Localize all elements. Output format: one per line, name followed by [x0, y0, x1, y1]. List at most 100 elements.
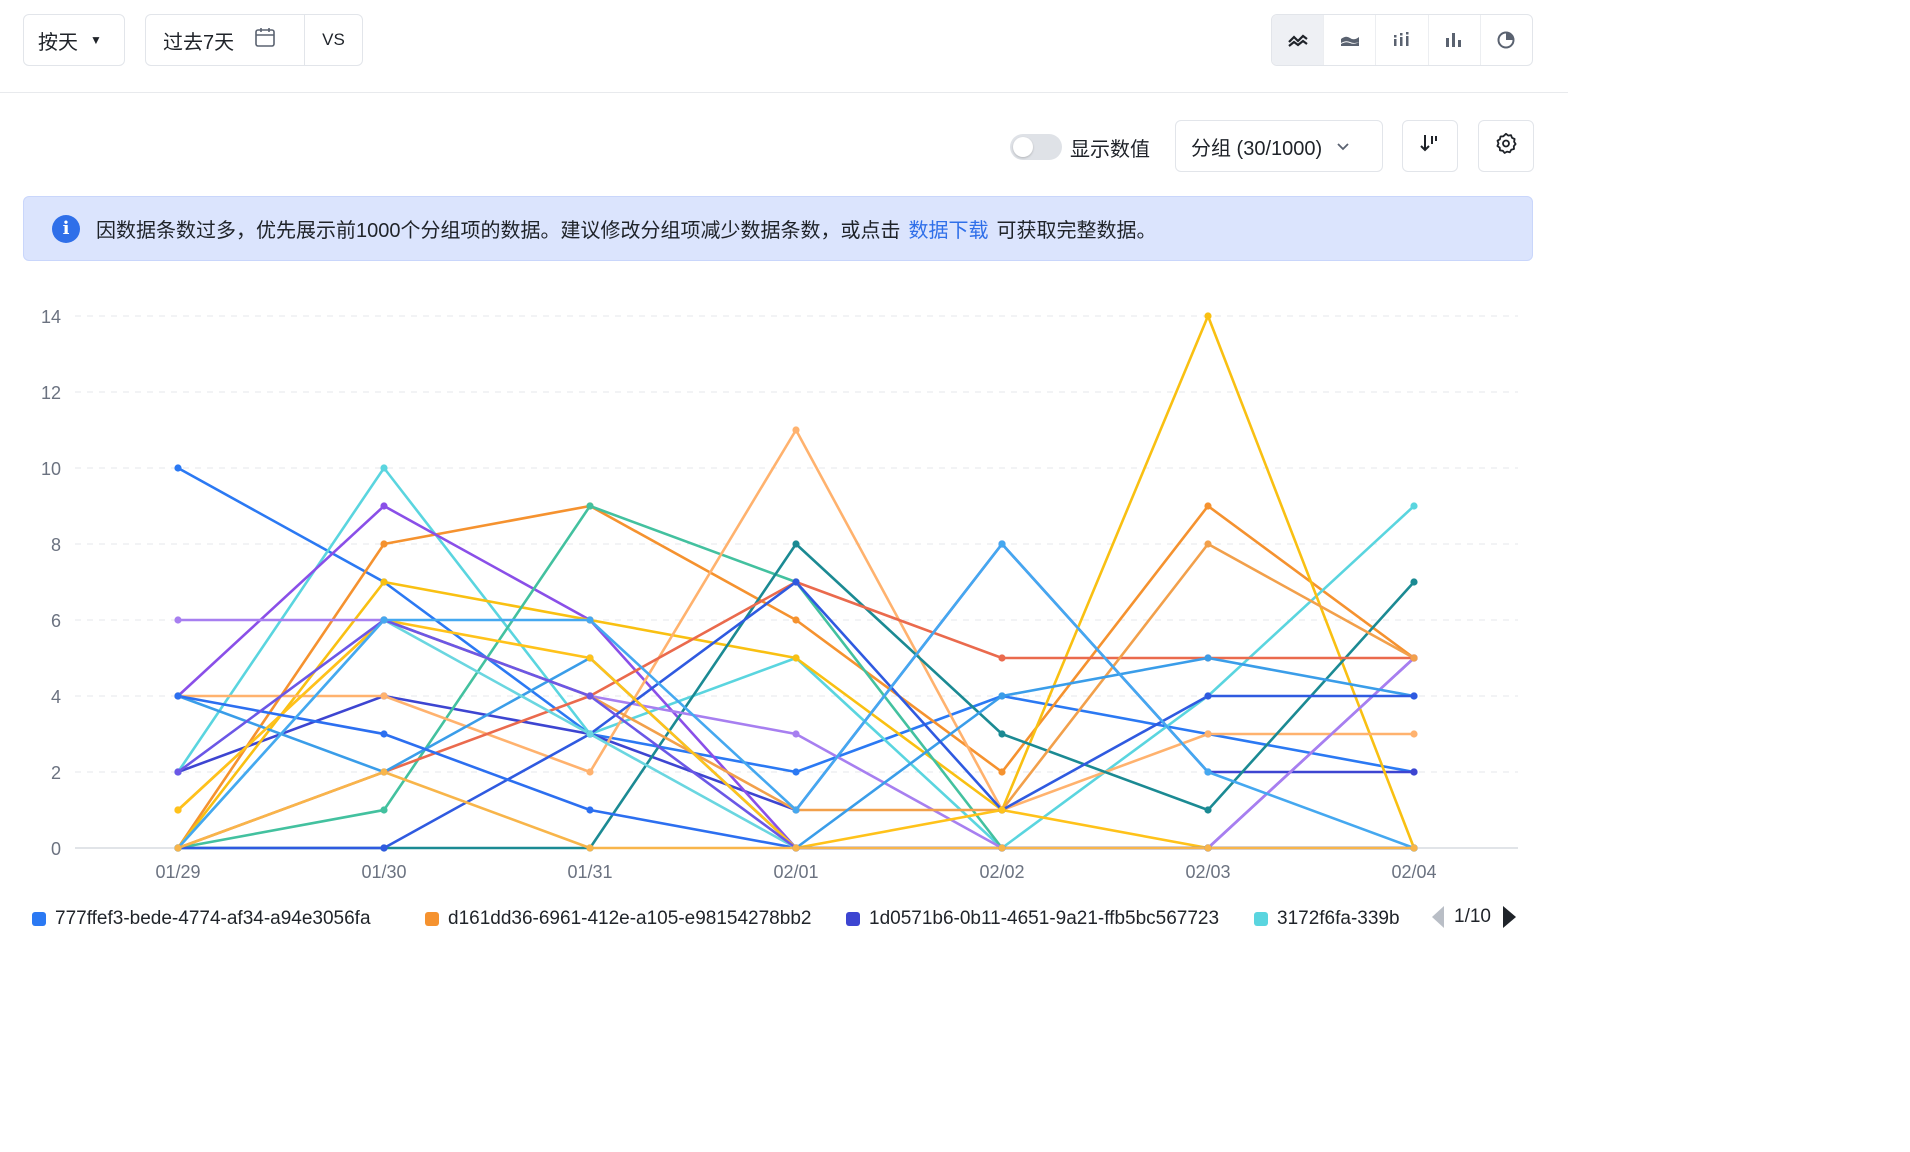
granularity-select[interactable]: 按天 ▼ [23, 14, 125, 66]
sort-button[interactable] [1402, 120, 1458, 172]
data-point [380, 502, 388, 510]
compare-button[interactable]: VS [305, 14, 363, 66]
data-point [586, 692, 594, 700]
sort-icon [1418, 131, 1442, 161]
show-values-control: 显示数值 [1010, 130, 1150, 164]
data-point [380, 540, 388, 548]
group-select-label: 分组 (30/1000) [1191, 137, 1323, 160]
data-point [998, 654, 1006, 662]
bar-chart-icon[interactable] [1429, 15, 1481, 65]
chart-type-switcher [1271, 14, 1533, 66]
top-toolbar: 按天 ▼ 过去7天 VS [0, 0, 1568, 93]
data-point [174, 464, 182, 472]
data-point [1410, 502, 1418, 510]
y-axis: 0 2 4 6 8 10 12 14 [41, 307, 61, 859]
data-point [174, 768, 182, 776]
legend-label: 3172f6fa-339b [1277, 908, 1400, 929]
info-icon: i [52, 214, 80, 243]
legend-label: d161dd36-6961-412e-a105-e98154278bb2 [448, 908, 812, 929]
date-range-label: 过去7天 [163, 31, 235, 54]
data-point [998, 768, 1006, 776]
data-point [998, 806, 1006, 814]
y-tick-label: 6 [51, 611, 61, 631]
data-point [1204, 654, 1212, 662]
legend-item[interactable]: 1d0571b6-0b11-4651-9a21-ffb5bc567723 [846, 908, 1256, 930]
x-tick-label: 01/29 [155, 862, 200, 882]
data-point [586, 502, 594, 510]
data-point [380, 464, 388, 472]
date-range-picker[interactable]: 过去7天 [145, 14, 305, 66]
x-tick-label: 01/31 [567, 862, 612, 882]
data-point [1204, 692, 1212, 700]
legend-pager: 1/10 [1432, 906, 1516, 928]
data-point [380, 844, 388, 852]
y-tick-label: 2 [51, 763, 61, 783]
area-chart-icon[interactable] [1324, 15, 1377, 65]
data-point [998, 692, 1006, 700]
data-point [1204, 844, 1212, 852]
data-point [380, 730, 388, 738]
x-tick-label: 02/04 [1391, 862, 1436, 882]
data-point [174, 616, 182, 624]
data-point [380, 692, 388, 700]
y-tick-label: 10 [41, 459, 61, 479]
legend-item[interactable]: 3172f6fa-339b [1254, 908, 1418, 930]
data-point [792, 844, 800, 852]
legend-page-indicator: 1/10 [1454, 906, 1491, 927]
data-point [380, 616, 388, 624]
data-point [586, 616, 594, 624]
legend-item[interactable]: d161dd36-6961-412e-a105-e98154278bb2 [425, 908, 847, 930]
legend-label: 1d0571b6-0b11-4651-9a21-ffb5bc567723 [869, 908, 1220, 929]
show-values-toggle[interactable] [1010, 134, 1062, 160]
data-point [174, 844, 182, 852]
x-tick-label: 02/02 [979, 862, 1024, 882]
pie-chart-icon[interactable] [1481, 15, 1532, 65]
data-point [380, 768, 388, 776]
x-tick-label: 02/03 [1185, 862, 1230, 882]
chart-series [174, 312, 1418, 852]
notice-text: 因数据条数过多，优先展示前1000个分组项的数据。建议修改分组项减少数据条数，或… [96, 220, 901, 242]
y-tick-label: 4 [51, 687, 61, 707]
chevron-down-icon: ▼ [90, 33, 102, 47]
toggle-knob [1013, 137, 1033, 157]
legend-item[interactable]: 777ffef3-bede-4774-af34-a94e3056fa [32, 908, 444, 930]
dot-bar-chart-icon[interactable] [1376, 15, 1429, 65]
gear-icon [1494, 131, 1518, 161]
next-page-icon[interactable] [1502, 906, 1516, 928]
data-point [1410, 654, 1418, 662]
legend-swatch [32, 912, 46, 926]
settings-button[interactable] [1478, 120, 1534, 172]
data-point [792, 730, 800, 738]
prev-page-icon[interactable] [1432, 906, 1444, 928]
data-point [792, 806, 800, 814]
legend-swatch [846, 912, 860, 926]
data-download-link[interactable]: 数据下载 [908, 220, 989, 242]
data-point [1204, 312, 1212, 320]
y-tick-label: 8 [51, 535, 61, 555]
x-tick-label: 01/30 [361, 862, 406, 882]
line-chart-icon[interactable] [1272, 15, 1325, 65]
data-point [792, 426, 800, 434]
data-point [792, 654, 800, 662]
chevron-down-icon [1336, 135, 1350, 158]
chart-legend: 777ffef3-bede-4774-af34-a94e3056fa d161d… [0, 900, 1568, 940]
legend-label: 777ffef3-bede-4774-af34-a94e3056fa [55, 908, 371, 929]
data-point [1410, 692, 1418, 700]
data-point [586, 768, 594, 776]
data-point [586, 730, 594, 738]
legend-swatch [425, 912, 439, 926]
data-point [586, 844, 594, 852]
data-point [1204, 540, 1212, 548]
y-tick-label: 0 [51, 839, 61, 859]
data-point [792, 616, 800, 624]
legend-swatch [1254, 912, 1268, 926]
group-select[interactable]: 分组 (30/1000) [1175, 120, 1383, 172]
data-point [792, 540, 800, 548]
data-point [1410, 844, 1418, 852]
x-axis: 01/29 01/30 01/31 02/01 02/02 02/03 02/04 [75, 847, 1518, 882]
data-point [1204, 768, 1212, 776]
data-point [1410, 730, 1418, 738]
data-point [1204, 502, 1212, 510]
data-point [1410, 768, 1418, 776]
data-point [174, 806, 182, 814]
